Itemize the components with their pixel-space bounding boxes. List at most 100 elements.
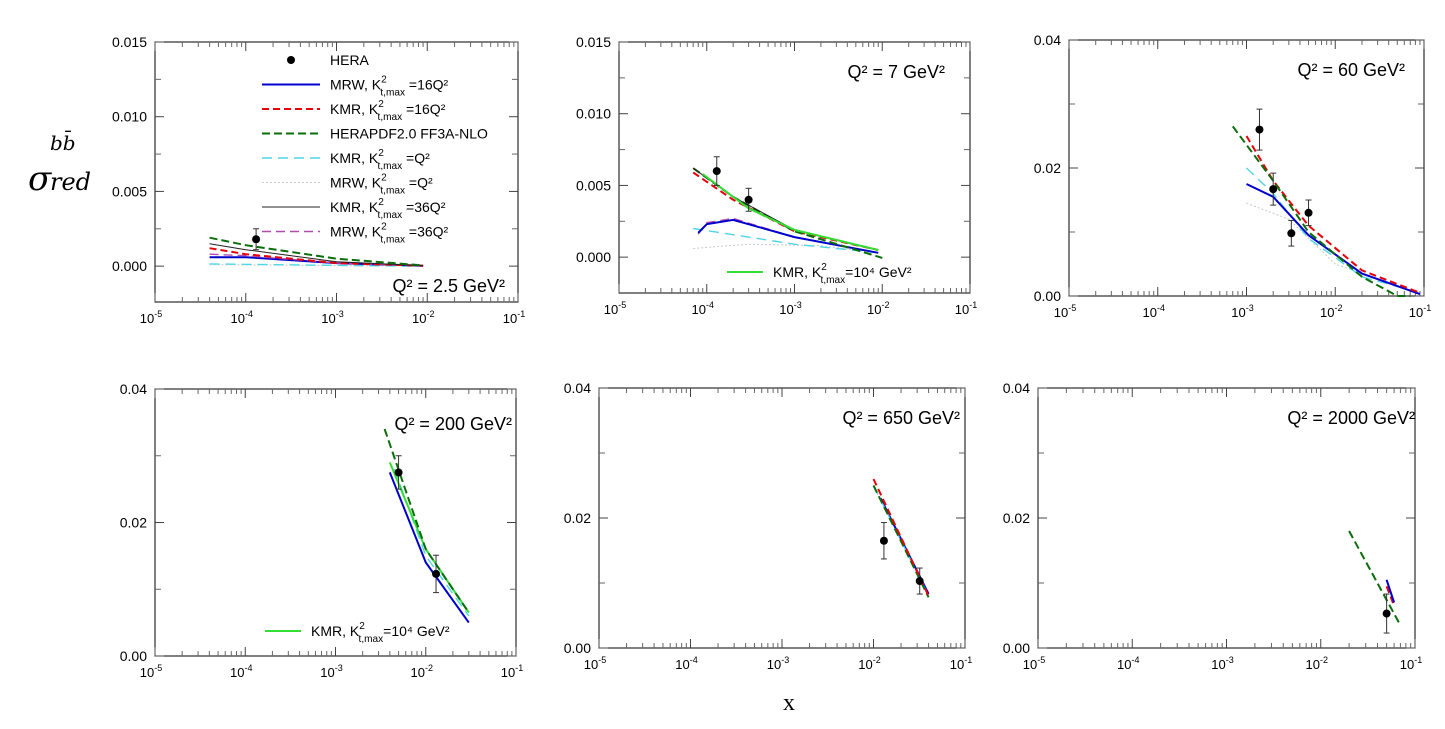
x-tick-label: 10-5 (584, 655, 606, 672)
y-tick-label: 0.02 (120, 515, 147, 531)
x-tick-label-exp: -3 (336, 309, 344, 319)
series-line-KMR36 (692, 167, 879, 251)
legend-label-MRW36-sup: 2 (381, 222, 387, 233)
legend-label-KMR36: KMR, K2 t,max =36Q² (330, 197, 446, 221)
x-tick-label-exp: -5 (618, 300, 626, 310)
x-tick-label: 10-2 (412, 309, 434, 326)
legend-label-KMRQ2: KMR, K2 t,max =Q² (330, 148, 430, 172)
y-tick-label: 0.02 (1034, 160, 1061, 176)
x-tick-label-exp: -5 (154, 663, 162, 673)
legend-label-HERA-text: HERA (330, 52, 370, 68)
series-line-KMR16 (1385, 585, 1396, 607)
y-tick-label: 0.04 (1034, 32, 1061, 48)
x-tick-label: 10-1 (955, 300, 977, 317)
legend-label-KMR16-sup: 2 (378, 99, 384, 110)
legend-label-KMR36-sub: t,max (378, 210, 403, 221)
x-tick-label-exp: -3 (1226, 655, 1234, 665)
y-axis-title: σ bb̄ red (28, 130, 91, 199)
legend-label-KMRQ2-sup: 2 (378, 148, 384, 159)
panel-q2-label: Q² = 2000 GeV² (1287, 408, 1415, 428)
legend-label-KMR16-sub: t,max (378, 112, 403, 123)
series-line-KMRQ2 (693, 227, 879, 254)
x-tick-label: 10-5 (1023, 655, 1045, 672)
legend-label-KMR1e4-text: KMR, K (773, 264, 822, 280)
x-tick-label-exp: -2 (1334, 303, 1342, 313)
x-tick-label-base: 10 (584, 657, 598, 672)
series-line-KMR36 (209, 243, 424, 267)
y-tick-label: 0.00 (1034, 288, 1061, 304)
x-tick-label-base: 10 (1400, 657, 1414, 672)
series-line-HERAPDF (383, 428, 470, 614)
legend-label-KMRQ2-post: =Q² (402, 150, 430, 166)
x-tick-label-exp: -4 (245, 309, 253, 319)
x-tick-label: 10-4 (230, 663, 252, 680)
legend-label-KMR1e4-sub: t,max (821, 275, 846, 286)
series-line-MRW16 (388, 472, 470, 624)
x-tick-label-exp: -3 (794, 300, 802, 310)
x-tick-label: 10-1 (950, 655, 972, 672)
legend-label-MRW36: MRW, K2 t,max =36Q² (330, 222, 449, 246)
x-tick-label: 10-1 (1409, 303, 1431, 320)
x-tick-label-base: 10 (858, 657, 872, 672)
x-tick-label: 10-4 (1117, 655, 1139, 672)
x-tick-label: 10-3 (321, 309, 343, 326)
x-tick-label-exp: -5 (1068, 303, 1076, 313)
y-tick-label: 0.02 (564, 510, 591, 526)
x-tick-label-base: 10 (1117, 657, 1131, 672)
x-tick-label: 10-1 (503, 309, 525, 326)
y-tick-label: 0.015 (112, 34, 147, 50)
x-tick-label-exp: -5 (154, 309, 162, 319)
y-tick-label: 0.005 (112, 183, 147, 199)
legend-label-KMR36-post: =36Q² (402, 199, 446, 215)
series-line-KMRQ2 (1246, 167, 1421, 294)
x-tick-label-base: 10 (140, 311, 154, 326)
y-tick-label: 0.010 (576, 106, 611, 122)
y-tick-label: 0.005 (576, 177, 611, 193)
series-line-HERAPDF (1231, 125, 1411, 297)
legend-label-KMR16-text: KMR, K (330, 101, 379, 117)
legend-label-HERA: HERA (330, 52, 370, 68)
x-tick-label-base: 10 (320, 665, 334, 680)
x-tick-label-base: 10 (140, 665, 154, 680)
panel-q2-label: Q² = 60 GeV² (1297, 60, 1405, 80)
x-tick-label-exp: -1 (1414, 655, 1422, 665)
legend-label-MRWQ2-sub: t,max (380, 186, 405, 197)
x-tick-label: 10-4 (675, 655, 697, 672)
hera-data-point (1382, 609, 1391, 618)
series-line-MRW16 (1246, 183, 1421, 296)
x-tick-label: 10-3 (779, 300, 801, 317)
x-tick-label-exp: -4 (690, 655, 698, 665)
x-tick-label: 10-3 (767, 655, 789, 672)
series-line-MRW16 (697, 218, 879, 254)
x-tick-label-base: 10 (950, 657, 964, 672)
x-tick-label: 10-4 (231, 309, 253, 326)
x-tick-label-exp: -3 (1246, 303, 1254, 313)
x-tick-label-exp: -4 (1157, 303, 1165, 313)
x-tick-label-exp: -4 (1131, 655, 1139, 665)
y-tick-label: 0.04 (1003, 380, 1030, 396)
x-tick-label-base: 10 (955, 302, 969, 317)
series-line-HERAPDF (1348, 530, 1402, 626)
x-tick-label-base: 10 (501, 665, 515, 680)
legend-label-KMR16: KMR, K2 t,max =16Q² (330, 99, 446, 123)
x-tick-label-exp: -4 (706, 300, 714, 310)
x-tick-label-exp: -4 (244, 663, 252, 673)
y-tick-label: 0.04 (564, 380, 591, 396)
legend-label-MRW36-sub: t,max (380, 235, 405, 246)
hera-data-point (394, 468, 403, 477)
legend-label-KMR1e4: KMR, K2 t,max=10⁴ GeV² (311, 621, 450, 645)
legend-label-KMRQ2-sub: t,max (378, 161, 403, 172)
y-tick-label: 0.00 (1003, 640, 1030, 656)
legend-label-KMR36-text: KMR, K (330, 199, 379, 215)
legend-label-KMR1e4-text: KMR, K (311, 623, 360, 639)
legend-label-HERAPDF: HERAPDF2.0 FF3A-NLO (330, 126, 488, 142)
x-tick-label: 10-5 (1054, 303, 1076, 320)
x-tick-label: 10-4 (1143, 303, 1165, 320)
x-tick-label-base: 10 (604, 302, 618, 317)
y-axis-title-sub: red (50, 168, 91, 196)
